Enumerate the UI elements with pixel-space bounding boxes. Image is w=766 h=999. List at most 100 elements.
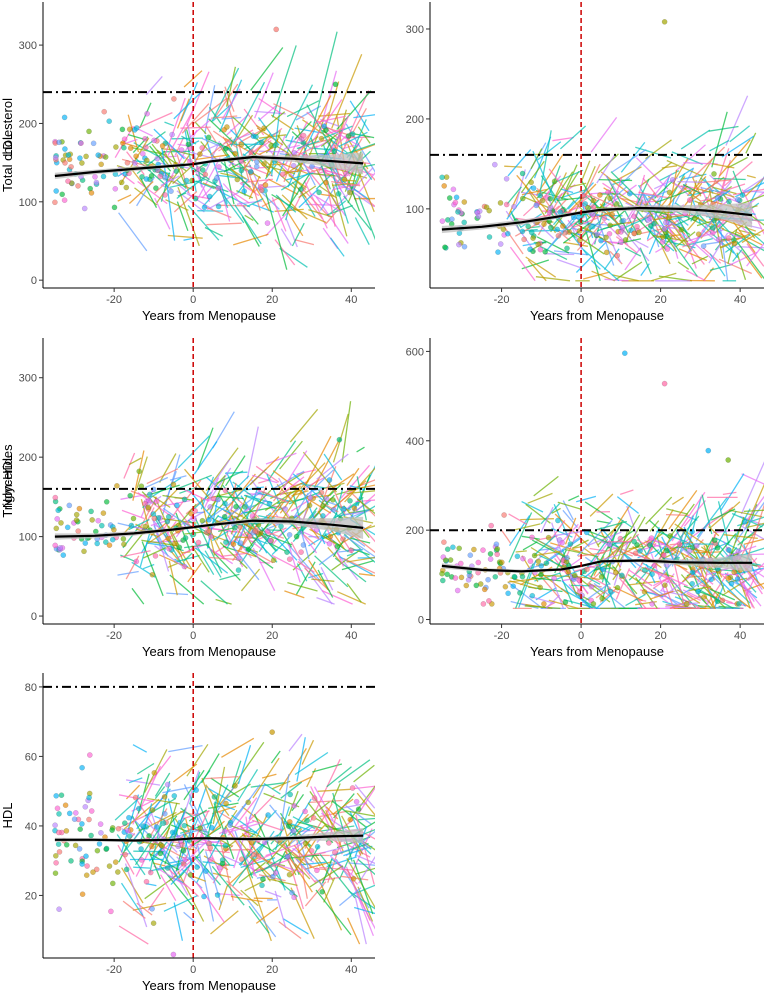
trajectory-line [619, 489, 634, 496]
observation-point [58, 792, 65, 799]
trajectory-line [596, 155, 615, 184]
trajectory-line [675, 213, 702, 226]
trajectory-line [744, 226, 764, 245]
observation-point [631, 538, 638, 545]
trajectory-line [708, 125, 739, 132]
trajectory-line [184, 468, 210, 499]
trajectory-line [215, 598, 232, 605]
trajectory-line [175, 512, 196, 538]
observation-point [649, 571, 655, 578]
observation-point [501, 512, 507, 518]
trajectory-line [583, 249, 620, 282]
trajectory-line [320, 567, 334, 591]
trajectory-line [218, 885, 228, 911]
confidence-band [441, 202, 753, 234]
x-tick-label: 20 [654, 294, 666, 306]
observation-point [302, 840, 309, 847]
trajectory-line [357, 886, 374, 922]
observation-point [56, 811, 62, 817]
trajectory-line [345, 805, 372, 825]
trajectory-line [634, 214, 667, 251]
x-tick-label: 0 [190, 964, 196, 976]
trajectory-line [527, 259, 547, 282]
observation-point [335, 190, 342, 197]
trajectory-line [700, 179, 731, 184]
observation-point [206, 517, 212, 523]
trajectory-line [305, 469, 335, 497]
observation-point [607, 588, 614, 595]
y-tick-label: 20 [25, 890, 37, 902]
trajectory-line [504, 165, 523, 168]
trajectory-line [513, 523, 541, 531]
y-axis-title: HDL [0, 802, 15, 828]
trajectory-line [230, 895, 263, 903]
trajectory-line [204, 226, 223, 237]
trajectory-line [192, 875, 207, 882]
trajectory-line [241, 805, 264, 824]
trajectory-line [710, 508, 736, 521]
x-axis-title: Years from Menopause [530, 644, 664, 659]
trajectory-line [620, 141, 646, 173]
observation-point [327, 533, 334, 540]
trajectory-line [193, 491, 213, 510]
trajectory-line [160, 874, 177, 902]
trajectory-line [168, 744, 203, 753]
observation-point [314, 867, 320, 874]
trajectory-line [314, 555, 349, 588]
trajectory-line [728, 509, 763, 518]
observation-point [340, 536, 346, 543]
confidence-band [441, 553, 753, 574]
trajectory-line [207, 787, 232, 803]
observation-point [128, 522, 135, 529]
observation-point [83, 872, 90, 879]
trajectory-line [141, 541, 164, 597]
observation-point [627, 190, 633, 197]
observation-point [667, 533, 674, 539]
trajectory-line [265, 130, 281, 178]
trajectory-line [288, 733, 303, 752]
trajectory-line [641, 583, 669, 603]
trajectory-line [323, 81, 340, 133]
trajectory-line [127, 114, 140, 153]
trajectory-line [700, 197, 716, 202]
trajectory-line [727, 589, 752, 609]
observation-point [318, 489, 325, 496]
observation-point [95, 517, 101, 524]
observation-point [157, 173, 163, 180]
trajectory-line [296, 140, 320, 150]
trajectory-line [712, 186, 737, 195]
trajectory-line [278, 880, 298, 898]
trajectory-line [602, 182, 612, 190]
trajectory-line [697, 158, 713, 185]
observation-point [272, 142, 279, 149]
trajectory-line [602, 554, 621, 561]
trajectory-line [117, 570, 139, 576]
observation-point [269, 729, 276, 735]
trajectory-line [615, 568, 631, 600]
observation-point [130, 515, 137, 522]
trajectory-line [741, 473, 764, 485]
observation-point [149, 571, 156, 578]
observation-point [232, 783, 238, 789]
observation-point [714, 545, 721, 551]
trajectory-line [578, 163, 601, 208]
trajectory-line [274, 239, 296, 266]
observation-point [521, 236, 527, 243]
x-tick-label: 40 [345, 294, 357, 306]
trajectory-line [231, 169, 247, 180]
observation-point [272, 870, 279, 876]
trajectory-line [206, 222, 242, 226]
trend-line [54, 156, 364, 178]
trajectory-line [665, 213, 695, 217]
observation-point [123, 866, 130, 873]
y-axis-title: LDL [0, 133, 15, 157]
x-axis-title: Years from Menopause [142, 644, 276, 659]
observation-point [53, 525, 60, 532]
observation-point [308, 848, 315, 854]
trajectory-line [743, 509, 764, 513]
trajectory-line [317, 569, 334, 598]
trajectory-line [354, 895, 367, 945]
trajectory-line [644, 566, 674, 582]
observation-point [349, 785, 356, 791]
observation-point [689, 580, 696, 587]
